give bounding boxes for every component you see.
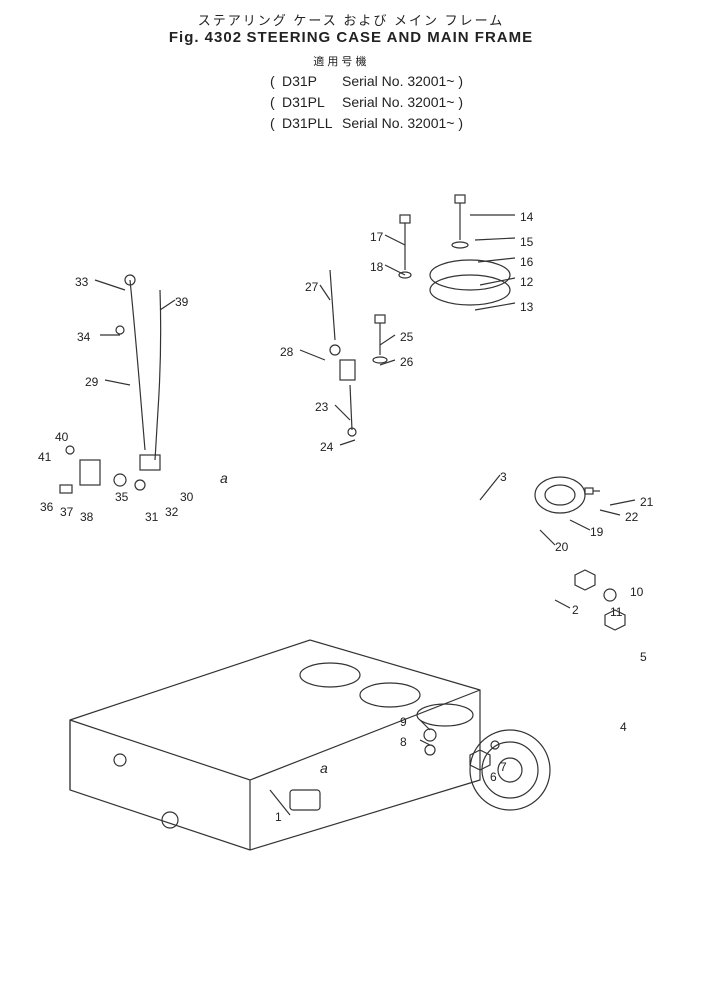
callout-number: 35	[115, 490, 128, 504]
paren-open: (	[270, 71, 282, 92]
callout-number: 32	[165, 505, 178, 519]
callout-number: 39	[175, 295, 188, 309]
paren-close: )	[454, 113, 466, 134]
english-title: STEERING CASE AND MAIN FRAME	[247, 29, 534, 46]
callout-number: 31	[145, 510, 158, 524]
callout-number: 12	[520, 275, 533, 289]
callout-number: 14	[520, 210, 533, 224]
callout-number: 6	[490, 770, 497, 784]
model-label: D31PLL	[282, 113, 342, 134]
callout-number: 37	[60, 505, 73, 519]
callout-number: 17	[370, 230, 383, 244]
japanese-title: ステアリング ケース および メイン フレーム	[0, 10, 702, 29]
callout-number: 3	[500, 470, 507, 484]
callout-number: 10	[630, 585, 643, 599]
serial-block: 適 用 号 機 ( D31P Serial No. 32001~ ) ( D31…	[270, 54, 466, 134]
serial-text: Serial No. 32001~	[342, 113, 454, 134]
paren-open: (	[270, 113, 282, 134]
figure-title: Fig. 4302 STEERING CASE AND MAIN FRAME	[0, 29, 702, 47]
callout-number: 26	[400, 355, 413, 369]
section-letter: a	[320, 760, 328, 776]
callout-number: 5	[640, 650, 647, 664]
callout-number: 29	[85, 375, 98, 389]
callout-number: 15	[520, 235, 533, 249]
callout-number: 9	[400, 715, 407, 729]
callout-number: 19	[590, 525, 603, 539]
callout-number: 34	[77, 330, 90, 344]
callout-number: 40	[55, 430, 68, 444]
callout-number: 16	[520, 255, 533, 269]
callout-number: 36	[40, 500, 53, 514]
callout-number: 23	[315, 400, 328, 414]
callout-number: 4	[620, 720, 627, 734]
callout-number: 11	[610, 605, 622, 619]
model-label: D31P	[282, 71, 342, 92]
paren-close: )	[454, 71, 466, 92]
section-letter: a	[220, 470, 228, 486]
diagram-area	[0, 160, 702, 980]
callout-number: 2	[572, 603, 579, 617]
model-label: D31PL	[282, 92, 342, 113]
callout-number: 41	[38, 450, 51, 464]
serial-text: Serial No. 32001~	[342, 92, 454, 113]
serial-row: ( D31P Serial No. 32001~ )	[270, 71, 466, 92]
callout-number: 8	[400, 735, 407, 749]
callout-number: 22	[625, 510, 638, 524]
callout-number: 30	[180, 490, 193, 504]
callout-number: 21	[640, 495, 653, 509]
fig-number: Fig. 4302	[169, 29, 242, 46]
callout-number: 38	[80, 510, 93, 524]
leader-lines	[0, 160, 702, 980]
callout-number: 25	[400, 330, 413, 344]
paren-open: (	[270, 92, 282, 113]
serial-row: ( D31PLL Serial No. 32001~ )	[270, 113, 466, 134]
callout-number: 20	[555, 540, 568, 554]
callout-number: 27	[305, 280, 318, 294]
serial-text: Serial No. 32001~	[342, 71, 454, 92]
callout-number: 13	[520, 300, 533, 314]
serial-subtitle: 適 用 号 機	[270, 54, 466, 71]
callout-number: 7	[500, 760, 507, 774]
callout-number: 1	[275, 810, 282, 824]
callout-number: 33	[75, 275, 88, 289]
callout-number: 18	[370, 260, 383, 274]
callout-number: 28	[280, 345, 293, 359]
callout-number: 24	[320, 440, 333, 454]
serial-row: ( D31PL Serial No. 32001~ )	[270, 92, 466, 113]
paren-close: )	[454, 92, 466, 113]
